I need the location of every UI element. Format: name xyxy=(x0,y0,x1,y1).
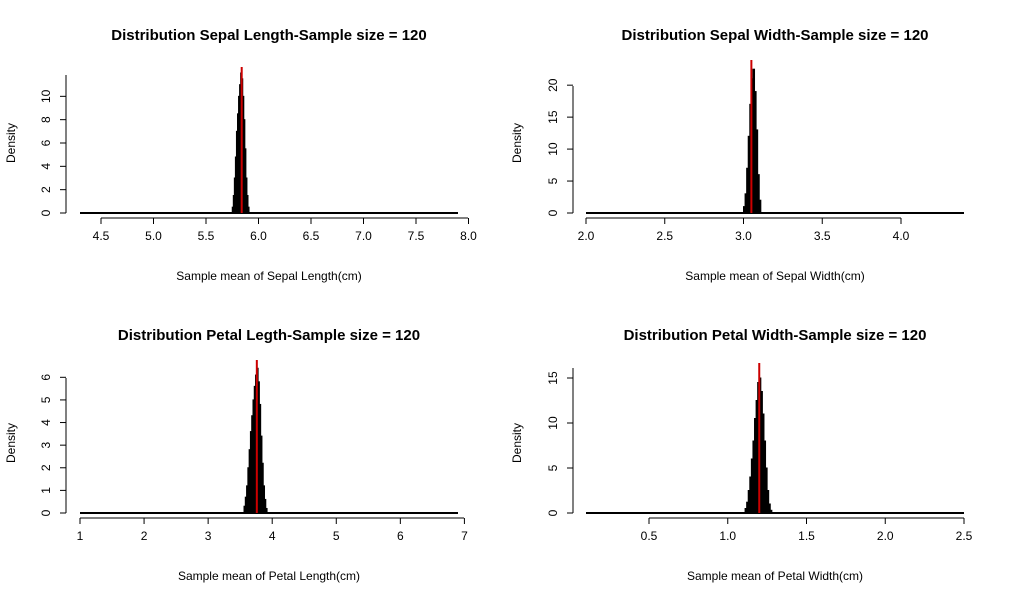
x-tick-label: 3.5 xyxy=(814,229,831,243)
x-tick-label: 2.5 xyxy=(656,229,673,243)
y-tick-label: 5 xyxy=(546,177,560,184)
y-tick-label: 8 xyxy=(39,116,53,123)
x-tick-label: 5.5 xyxy=(198,229,215,243)
x-tick-label: 4 xyxy=(269,529,276,543)
y-tick-label: 0 xyxy=(39,209,53,216)
panel-sepal-length: Distribution Sepal Length-Sample size = … xyxy=(4,27,477,283)
panel-petal-width: Distribution Petal Width-Sample size = 1… xyxy=(510,327,973,583)
y-axis-label: Density xyxy=(4,423,18,463)
x-tick-label: 5.0 xyxy=(145,229,162,243)
y-tick-label: 20 xyxy=(546,78,560,92)
y-tick-label: 3 xyxy=(39,441,53,448)
chart-title: Distribution Petal Width-Sample size = 1… xyxy=(624,327,927,344)
x-tick-label: 1 xyxy=(77,529,84,543)
y-tick-label: 4 xyxy=(39,163,53,170)
chart-title: Distribution Petal Legth-Sample size = 1… xyxy=(118,327,420,344)
x-tick-label: 1.5 xyxy=(798,529,815,543)
y-tick-label: 6 xyxy=(39,139,53,146)
x-axis-label: Sample mean of Sepal Width(cm) xyxy=(685,269,864,283)
y-tick-label: 15 xyxy=(546,371,560,385)
x-tick-label: 2.0 xyxy=(877,529,894,543)
x-axis-label: Sample mean of Petal Width(cm) xyxy=(687,569,863,583)
histogram-bar xyxy=(247,206,250,214)
y-tick-label: 6 xyxy=(39,374,53,381)
y-tick-label: 0 xyxy=(546,509,560,516)
y-axis-label: Density xyxy=(4,123,18,163)
y-tick-label: 1 xyxy=(39,487,53,494)
x-tick-label: 7.5 xyxy=(408,229,425,243)
x-tick-label: 1.0 xyxy=(719,529,736,543)
histogram-bar xyxy=(758,199,762,214)
x-tick-label: 5 xyxy=(333,529,340,543)
y-axis-label: Density xyxy=(510,423,524,463)
x-axis-label: Sample mean of Petal Length(cm) xyxy=(178,569,360,583)
y-axis-label: Density xyxy=(510,123,524,163)
x-axis-label: Sample mean of Sepal Length(cm) xyxy=(176,269,361,283)
chart-title: Distribution Sepal Length-Sample size = … xyxy=(111,27,427,44)
x-tick-label: 0.5 xyxy=(641,529,658,543)
x-tick-label: 6.5 xyxy=(303,229,320,243)
y-tick-label: 2 xyxy=(39,464,53,471)
histogram-bar xyxy=(246,195,249,214)
y-tick-label: 4 xyxy=(39,419,53,426)
panel-petal-length: Distribution Petal Legth-Sample size = 1… xyxy=(4,327,468,583)
x-tick-label: 2.5 xyxy=(956,529,973,543)
histogram-bar xyxy=(766,490,770,514)
y-tick-label: 10 xyxy=(546,416,560,430)
histogram-bar xyxy=(755,129,759,214)
x-tick-label: 2 xyxy=(141,529,148,543)
x-tick-label: 3 xyxy=(205,529,212,543)
y-tick-label: 0 xyxy=(546,209,560,216)
x-tick-label: 8.0 xyxy=(460,229,477,243)
x-tick-label: 4.0 xyxy=(893,229,910,243)
histogram-bar xyxy=(768,503,771,514)
chart-title: Distribution Sepal Width-Sample size = 1… xyxy=(621,27,928,44)
x-tick-label: 6.0 xyxy=(250,229,267,243)
x-tick-label: 6 xyxy=(397,529,404,543)
x-tick-label: 2.0 xyxy=(578,229,595,243)
y-tick-label: 2 xyxy=(39,186,53,193)
x-tick-label: 3.0 xyxy=(735,229,752,243)
x-tick-label: 7.0 xyxy=(355,229,372,243)
histogram-bar xyxy=(264,498,267,514)
y-tick-label: 15 xyxy=(546,110,560,124)
x-tick-label: 7 xyxy=(461,529,468,543)
x-tick-label: 4.5 xyxy=(93,229,110,243)
y-tick-label: 5 xyxy=(39,396,53,403)
y-tick-label: 0 xyxy=(39,509,53,516)
histogram-bar xyxy=(757,174,760,214)
histogram-bar xyxy=(265,507,268,514)
y-tick-label: 10 xyxy=(39,89,53,103)
y-tick-label: 10 xyxy=(546,142,560,156)
panel-sepal-width: Distribution Sepal Width-Sample size = 1… xyxy=(510,27,964,283)
y-tick-label: 5 xyxy=(546,464,560,471)
histogram-bar xyxy=(769,509,773,514)
